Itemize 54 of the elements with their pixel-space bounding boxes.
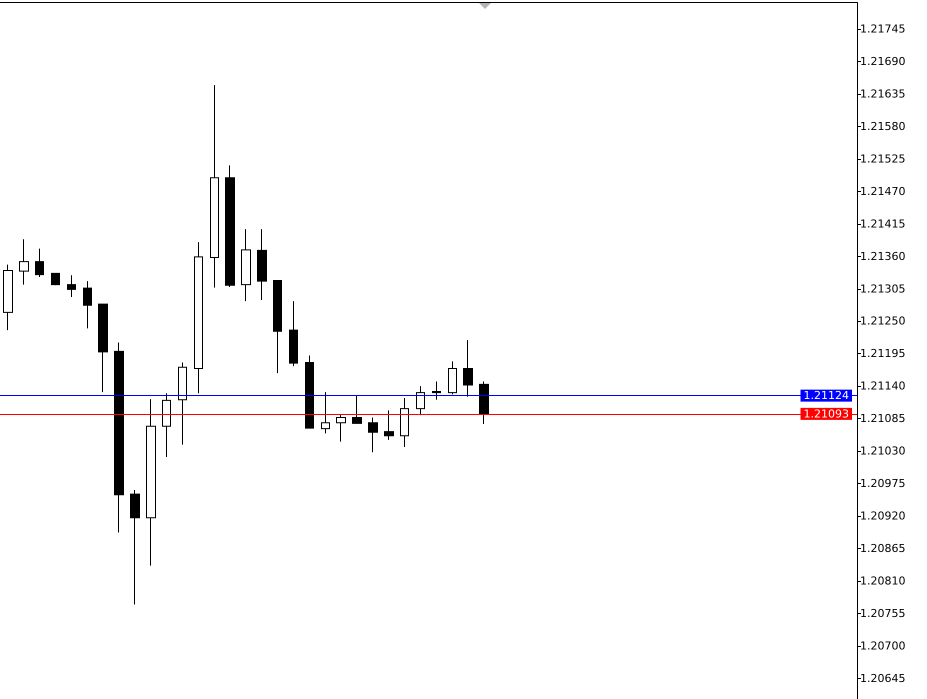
candlestick: [162, 392, 171, 458]
candlestick: [305, 354, 314, 430]
candlestick: [368, 416, 378, 453]
y-tick-label: 1.21360: [860, 250, 906, 263]
candlestick: [400, 397, 409, 448]
y-tick-label: 1.21195: [860, 347, 906, 360]
candlestick: [257, 228, 267, 300]
candlestick: [146, 398, 156, 566]
ref-line-label: 1.21124: [804, 389, 849, 402]
y-tick-label: 1.21140: [860, 380, 906, 393]
y-tick-label: 1.21635: [860, 87, 906, 100]
candlestick: [225, 164, 235, 288]
y-tick-label: 1.21525: [860, 152, 906, 166]
y-tick-label: 1.20975: [860, 477, 906, 490]
candlestick: [178, 362, 187, 446]
y-tick-label: 1.20645: [860, 672, 906, 685]
candlestick: [130, 490, 140, 606]
candlestick: [194, 242, 203, 394]
y-tick-label: 1.21415: [860, 217, 906, 230]
y-tick-label: 1.21030: [860, 444, 906, 458]
candlestick: [19, 238, 29, 286]
candlestick: [416, 386, 425, 416]
y-tick-label: 1.21305: [860, 282, 906, 296]
candlestick: [352, 395, 362, 424]
y-tick-label: 1.20810: [860, 574, 906, 588]
y-tick-label: 1.21745: [860, 22, 906, 36]
y-tick-label: 1.21250: [860, 314, 906, 328]
y-tick-label: 1.21690: [860, 55, 906, 68]
candlestick: [83, 280, 92, 329]
candlestick: [210, 84, 219, 288]
candlestick: [273, 280, 282, 374]
y-tick-label: 1.20920: [860, 510, 906, 523]
candlestick: [114, 342, 124, 534]
y-tick-label: 1.21085: [860, 412, 906, 426]
y-tick-label: 1.20865: [860, 542, 906, 555]
y-tick-label: 1.20755: [860, 606, 906, 620]
candlestick: [384, 410, 394, 440]
candlestick: [51, 272, 60, 286]
y-tick-label: 1.21580: [860, 120, 906, 133]
candlestick: [98, 304, 108, 393]
candlestick: [336, 414, 346, 442]
candlestick: [35, 248, 44, 278]
candlestick: [448, 360, 457, 395]
y-tick-label: 1.21470: [860, 184, 906, 198]
candlestick: [321, 392, 330, 434]
ref-line-label: 1.21093: [804, 407, 849, 420]
candlestick: [241, 228, 251, 302]
candlestick: [67, 274, 76, 298]
candlestick: [479, 380, 489, 424]
candlestick: [3, 264, 13, 331]
candlestick: [289, 300, 298, 367]
candlestick: [432, 380, 441, 400]
y-tick-label: 1.20700: [860, 639, 906, 652]
candlestick: [463, 340, 473, 398]
